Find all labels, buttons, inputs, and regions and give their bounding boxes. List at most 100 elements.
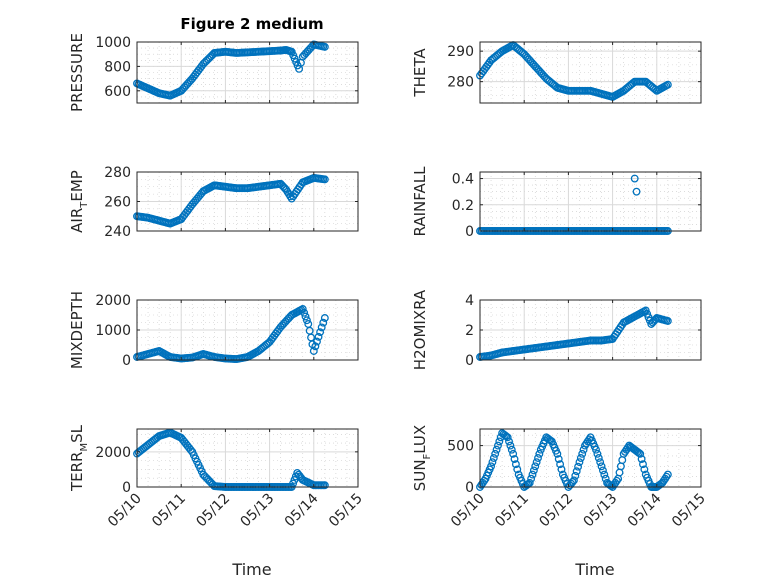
x-tick-label: 05/13: [581, 491, 621, 531]
data-point: [317, 323, 326, 332]
data-point: [557, 465, 566, 474]
data-point: [316, 328, 325, 337]
data-point: [553, 449, 562, 458]
y-tick-label: 1000: [95, 35, 131, 51]
data-point: [301, 312, 310, 321]
y-tick-label: 280: [447, 75, 474, 91]
data-point: [663, 80, 672, 89]
y-tick-label: 240: [104, 224, 131, 240]
data-point: [579, 445, 588, 454]
data-point: [576, 454, 585, 462]
data-markers: [476, 306, 672, 361]
axes-frame: [136, 428, 359, 488]
y-axis-label: H2OMIXRA: [411, 289, 429, 370]
data-point: [594, 454, 603, 462]
axes-frame: [479, 428, 702, 488]
data-point: [527, 474, 536, 483]
data-point: [506, 441, 515, 450]
axes-frame: [479, 41, 702, 104]
x-tick-label: 05/13: [238, 491, 278, 531]
data-point: [487, 462, 495, 471]
data-point: [495, 437, 504, 446]
y-tick-label: 600: [104, 84, 131, 100]
x-tick-label: 05/10: [105, 491, 145, 531]
data-point: [596, 458, 605, 467]
y-tick-label: 0: [122, 353, 131, 369]
y-axis-label: MIXDEPTH: [68, 291, 86, 369]
x-axis-label-right: Time: [574, 560, 614, 579]
data-point: [663, 317, 672, 325]
y-axis-label: PRESSURE: [68, 33, 86, 112]
y-tick-label: 500: [447, 439, 474, 455]
data-markers: [133, 40, 329, 100]
data-point: [529, 466, 538, 475]
y-axis-label: RAINFALL: [411, 166, 429, 237]
data-point: [488, 458, 497, 467]
data-point: [311, 342, 320, 351]
y-tick-label: 800: [104, 59, 131, 75]
data-point: [640, 465, 649, 474]
subplot-theta: 280 290 THETA: [411, 41, 702, 104]
data-point: [290, 476, 299, 484]
data-point: [525, 478, 534, 487]
subplot-sun-flux: 0 500 05/10 05/11 05/12 05/13 05/14 05/15 SUNFLU…: [411, 425, 709, 531]
y-tick-label: 290: [447, 44, 474, 60]
subplot-air-temp: 240 260 280 AIRTEMP: [68, 165, 359, 240]
data-point: [575, 458, 584, 467]
y-tick-label: 260: [104, 195, 131, 211]
data-point: [592, 445, 600, 454]
data-point: [632, 187, 641, 196]
x-axis-label-left: Time: [231, 560, 271, 579]
data-point: [510, 455, 519, 463]
data-point: [320, 175, 329, 184]
x-tick-label: 05/11: [492, 491, 532, 531]
data-point: [494, 441, 502, 450]
x-tick-label: 05/10: [448, 491, 488, 531]
data-point: [313, 337, 321, 346]
x-tick-label: 05/15: [326, 491, 366, 531]
data-point: [298, 305, 307, 313]
y-axis-label: THETA: [411, 48, 429, 98]
data-point: [314, 332, 323, 341]
axes-layer: 600 800 1000 PRESSURE 280 290 THETA 240 260 280 AI…: [68, 33, 709, 530]
data-point: [320, 42, 329, 51]
data-point: [528, 470, 537, 479]
data-point: [572, 467, 581, 476]
y-tick-label: 0: [465, 480, 474, 496]
x-tick-label: 05/15: [669, 491, 709, 531]
data-point: [300, 308, 309, 317]
data-point: [574, 462, 583, 471]
subplot-pressure: 600 800 1000 PRESSURE: [68, 33, 359, 112]
data-point: [309, 347, 318, 355]
y-tick-label: 0: [465, 353, 474, 369]
data-point: [320, 481, 329, 490]
x-tick-label: 05/14: [625, 490, 665, 530]
data-point: [302, 316, 311, 325]
data-point: [535, 449, 544, 458]
data-point: [507, 445, 516, 454]
data-point: [534, 454, 542, 462]
data-point: [634, 448, 643, 457]
data-point: [511, 460, 520, 469]
data-point: [663, 470, 672, 479]
subplot-terr-msl: 0 2000 05/10 05/11 05/12 05/13 05/14 05/15 TERRM…: [68, 424, 366, 530]
data-point: [556, 460, 565, 469]
y-axis-label: TERRMSL: [68, 424, 90, 492]
data-point: [569, 476, 578, 485]
data-point: [598, 466, 607, 475]
data-point: [578, 449, 587, 458]
data-point: [513, 465, 522, 474]
data-point: [554, 455, 563, 463]
data-point: [571, 471, 580, 480]
y-tick-label: 280: [104, 165, 131, 181]
axes-frame: [479, 171, 702, 232]
y-axis-label: AIRTEMP: [68, 170, 90, 233]
y-tick-label: 2: [465, 323, 474, 339]
data-point: [639, 460, 647, 469]
figure-title: Figure 2 medium: [180, 15, 323, 33]
data-markers: [476, 429, 672, 491]
data-point: [532, 458, 541, 467]
x-tick-label: 05/11: [149, 491, 189, 531]
subplot-rainfall: 0 0.2 0.4 RAINFALL: [411, 166, 702, 240]
data-point: [509, 449, 518, 458]
